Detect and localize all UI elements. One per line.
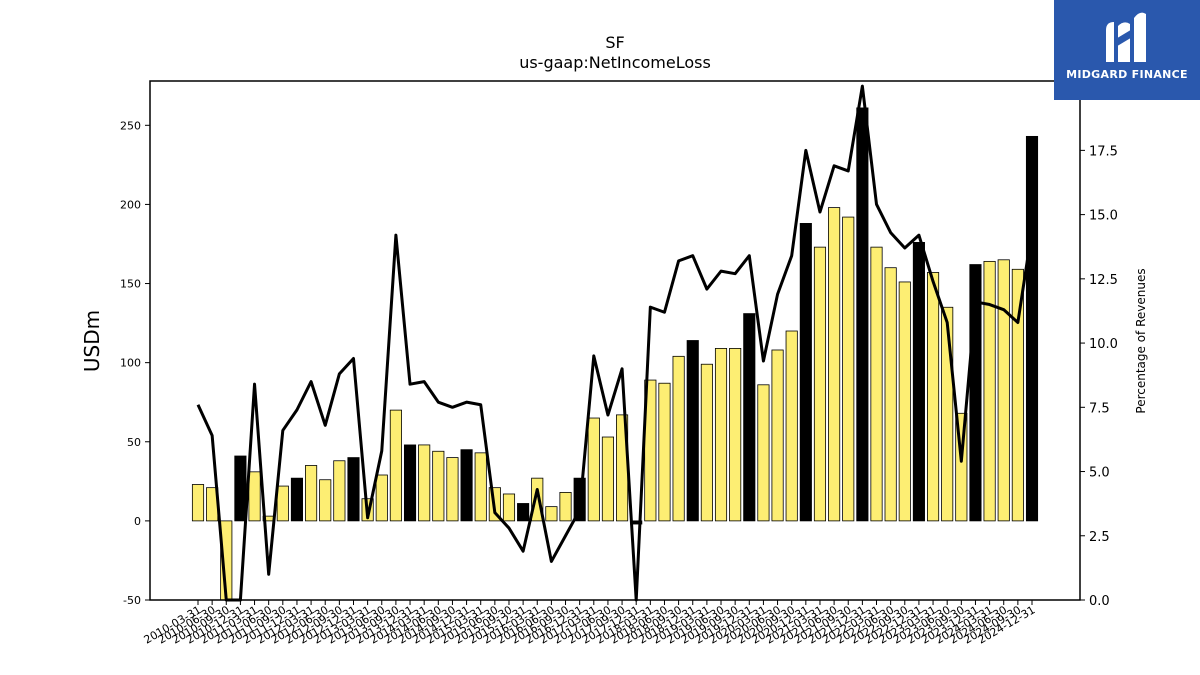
- bar: [276, 485, 289, 522]
- bar: [884, 267, 897, 522]
- bar: [658, 382, 671, 522]
- bar: [531, 477, 544, 522]
- brand-logo: MIDGARD FINANCE: [1054, 0, 1200, 100]
- bar: [418, 444, 431, 522]
- bar: [969, 264, 982, 522]
- y2-tick-label: 2.5: [1089, 530, 1110, 545]
- bar: [389, 409, 402, 522]
- plot-frame: [149, 80, 1081, 601]
- bar: [347, 457, 360, 522]
- bar: [248, 471, 261, 522]
- bar: [997, 259, 1010, 522]
- bar: [813, 246, 827, 522]
- bar-series: [191, 107, 1039, 601]
- y-tick-label: 150: [120, 278, 141, 291]
- bar: [686, 340, 699, 522]
- percentage-line: [196, 84, 1034, 602]
- chart-title: SF: [605, 33, 624, 52]
- bar: [757, 384, 770, 522]
- bar: [502, 493, 516, 522]
- bar: [601, 436, 614, 522]
- bar: [403, 444, 417, 522]
- bar: [460, 449, 473, 522]
- bar: [870, 246, 883, 522]
- bar: [587, 417, 600, 522]
- y2-tick-label: 17.5: [1089, 144, 1118, 159]
- bar: [290, 477, 304, 522]
- y-axis-label: USDm: [80, 310, 104, 372]
- bar: [828, 207, 841, 522]
- y2-tick-label: 15.0: [1089, 209, 1118, 224]
- bar: [983, 260, 996, 522]
- bar: [672, 355, 685, 522]
- y2-tick-label: 5.0: [1089, 466, 1110, 481]
- x-axis: 2010-03-312010-06-302010-09-302010-12-31…: [142, 600, 1038, 647]
- y2-axis-label: Percentage of Revenues: [1134, 268, 1148, 413]
- bar: [842, 216, 855, 522]
- line-series: [196, 84, 1034, 602]
- bar: [474, 452, 487, 522]
- y-tick-label: 0: [134, 515, 141, 528]
- bar: [319, 479, 332, 522]
- y-tick-label: 50: [127, 436, 141, 449]
- bar: [856, 107, 869, 522]
- bar: [941, 306, 954, 522]
- y-tick-label: 250: [120, 119, 141, 132]
- bar: [912, 241, 925, 522]
- y-tick-label: -50: [123, 594, 141, 607]
- brand-name: MIDGARD FINANCE: [1066, 68, 1188, 81]
- bar: [191, 484, 205, 522]
- bar: [1025, 135, 1039, 522]
- y2-tick-label: 10.0: [1089, 337, 1118, 352]
- bar: [446, 457, 459, 522]
- bar: [955, 412, 968, 522]
- bar: [927, 272, 940, 522]
- bar: [432, 450, 445, 522]
- bar: [559, 491, 572, 522]
- bar: [771, 349, 784, 522]
- bar: [1011, 268, 1024, 522]
- brand-mark-icon: [1106, 12, 1146, 63]
- bar: [898, 281, 911, 522]
- chart-subtitle: us-gaap:NetIncomeLoss: [519, 53, 711, 72]
- bar: [375, 474, 388, 522]
- bar: [700, 363, 713, 522]
- bar: [743, 313, 756, 522]
- y2-tick-label: 0.0: [1089, 594, 1110, 609]
- y2-tick-label: 12.5: [1089, 273, 1118, 288]
- left-axis: -50 0 50 100 150 200 250: [120, 119, 150, 607]
- bar: [545, 506, 558, 522]
- y-tick-label: 100: [120, 357, 141, 370]
- bar: [333, 460, 346, 522]
- right-axis: 0.02.55.07.510.012.515.017.520.0: [1080, 80, 1118, 609]
- y2-tick-label: 7.5: [1089, 401, 1110, 416]
- bar: [729, 348, 742, 522]
- bar: [305, 465, 318, 522]
- bar: [517, 503, 530, 522]
- bar: [234, 455, 247, 522]
- bar: [799, 223, 812, 522]
- bar: [714, 348, 728, 522]
- y-tick-label: 200: [120, 198, 141, 211]
- bar: [785, 330, 798, 522]
